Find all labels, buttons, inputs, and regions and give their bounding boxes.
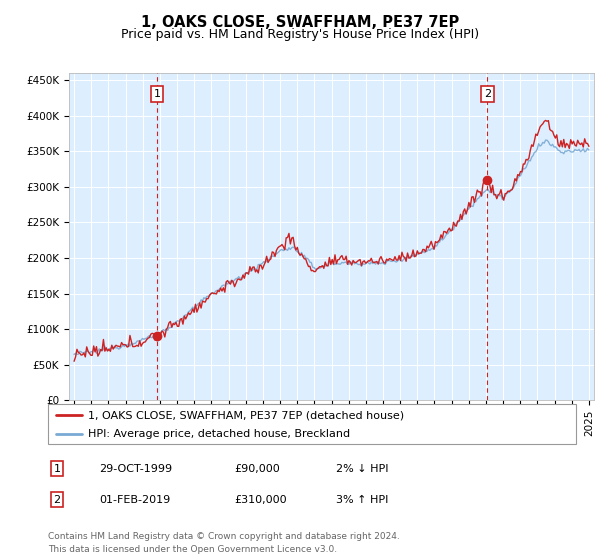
Text: £310,000: £310,000 <box>234 494 287 505</box>
Text: 1, OAKS CLOSE, SWAFFHAM, PE37 7EP: 1, OAKS CLOSE, SWAFFHAM, PE37 7EP <box>141 15 459 30</box>
Text: 1: 1 <box>154 89 161 99</box>
Text: 2% ↓ HPI: 2% ↓ HPI <box>336 464 389 474</box>
Text: HPI: Average price, detached house, Breckland: HPI: Average price, detached house, Brec… <box>88 429 350 438</box>
Text: 2: 2 <box>484 89 491 99</box>
Text: Contains HM Land Registry data © Crown copyright and database right 2024.
This d: Contains HM Land Registry data © Crown c… <box>48 533 400 554</box>
Text: 3% ↑ HPI: 3% ↑ HPI <box>336 494 388 505</box>
Text: £90,000: £90,000 <box>234 464 280 474</box>
Text: 2: 2 <box>53 494 61 505</box>
FancyBboxPatch shape <box>48 404 576 444</box>
Text: 1, OAKS CLOSE, SWAFFHAM, PE37 7EP (detached house): 1, OAKS CLOSE, SWAFFHAM, PE37 7EP (detac… <box>88 410 404 421</box>
Text: 1: 1 <box>53 464 61 474</box>
Text: 29-OCT-1999: 29-OCT-1999 <box>99 464 172 474</box>
Text: 01-FEB-2019: 01-FEB-2019 <box>99 494 170 505</box>
Text: Price paid vs. HM Land Registry's House Price Index (HPI): Price paid vs. HM Land Registry's House … <box>121 28 479 41</box>
